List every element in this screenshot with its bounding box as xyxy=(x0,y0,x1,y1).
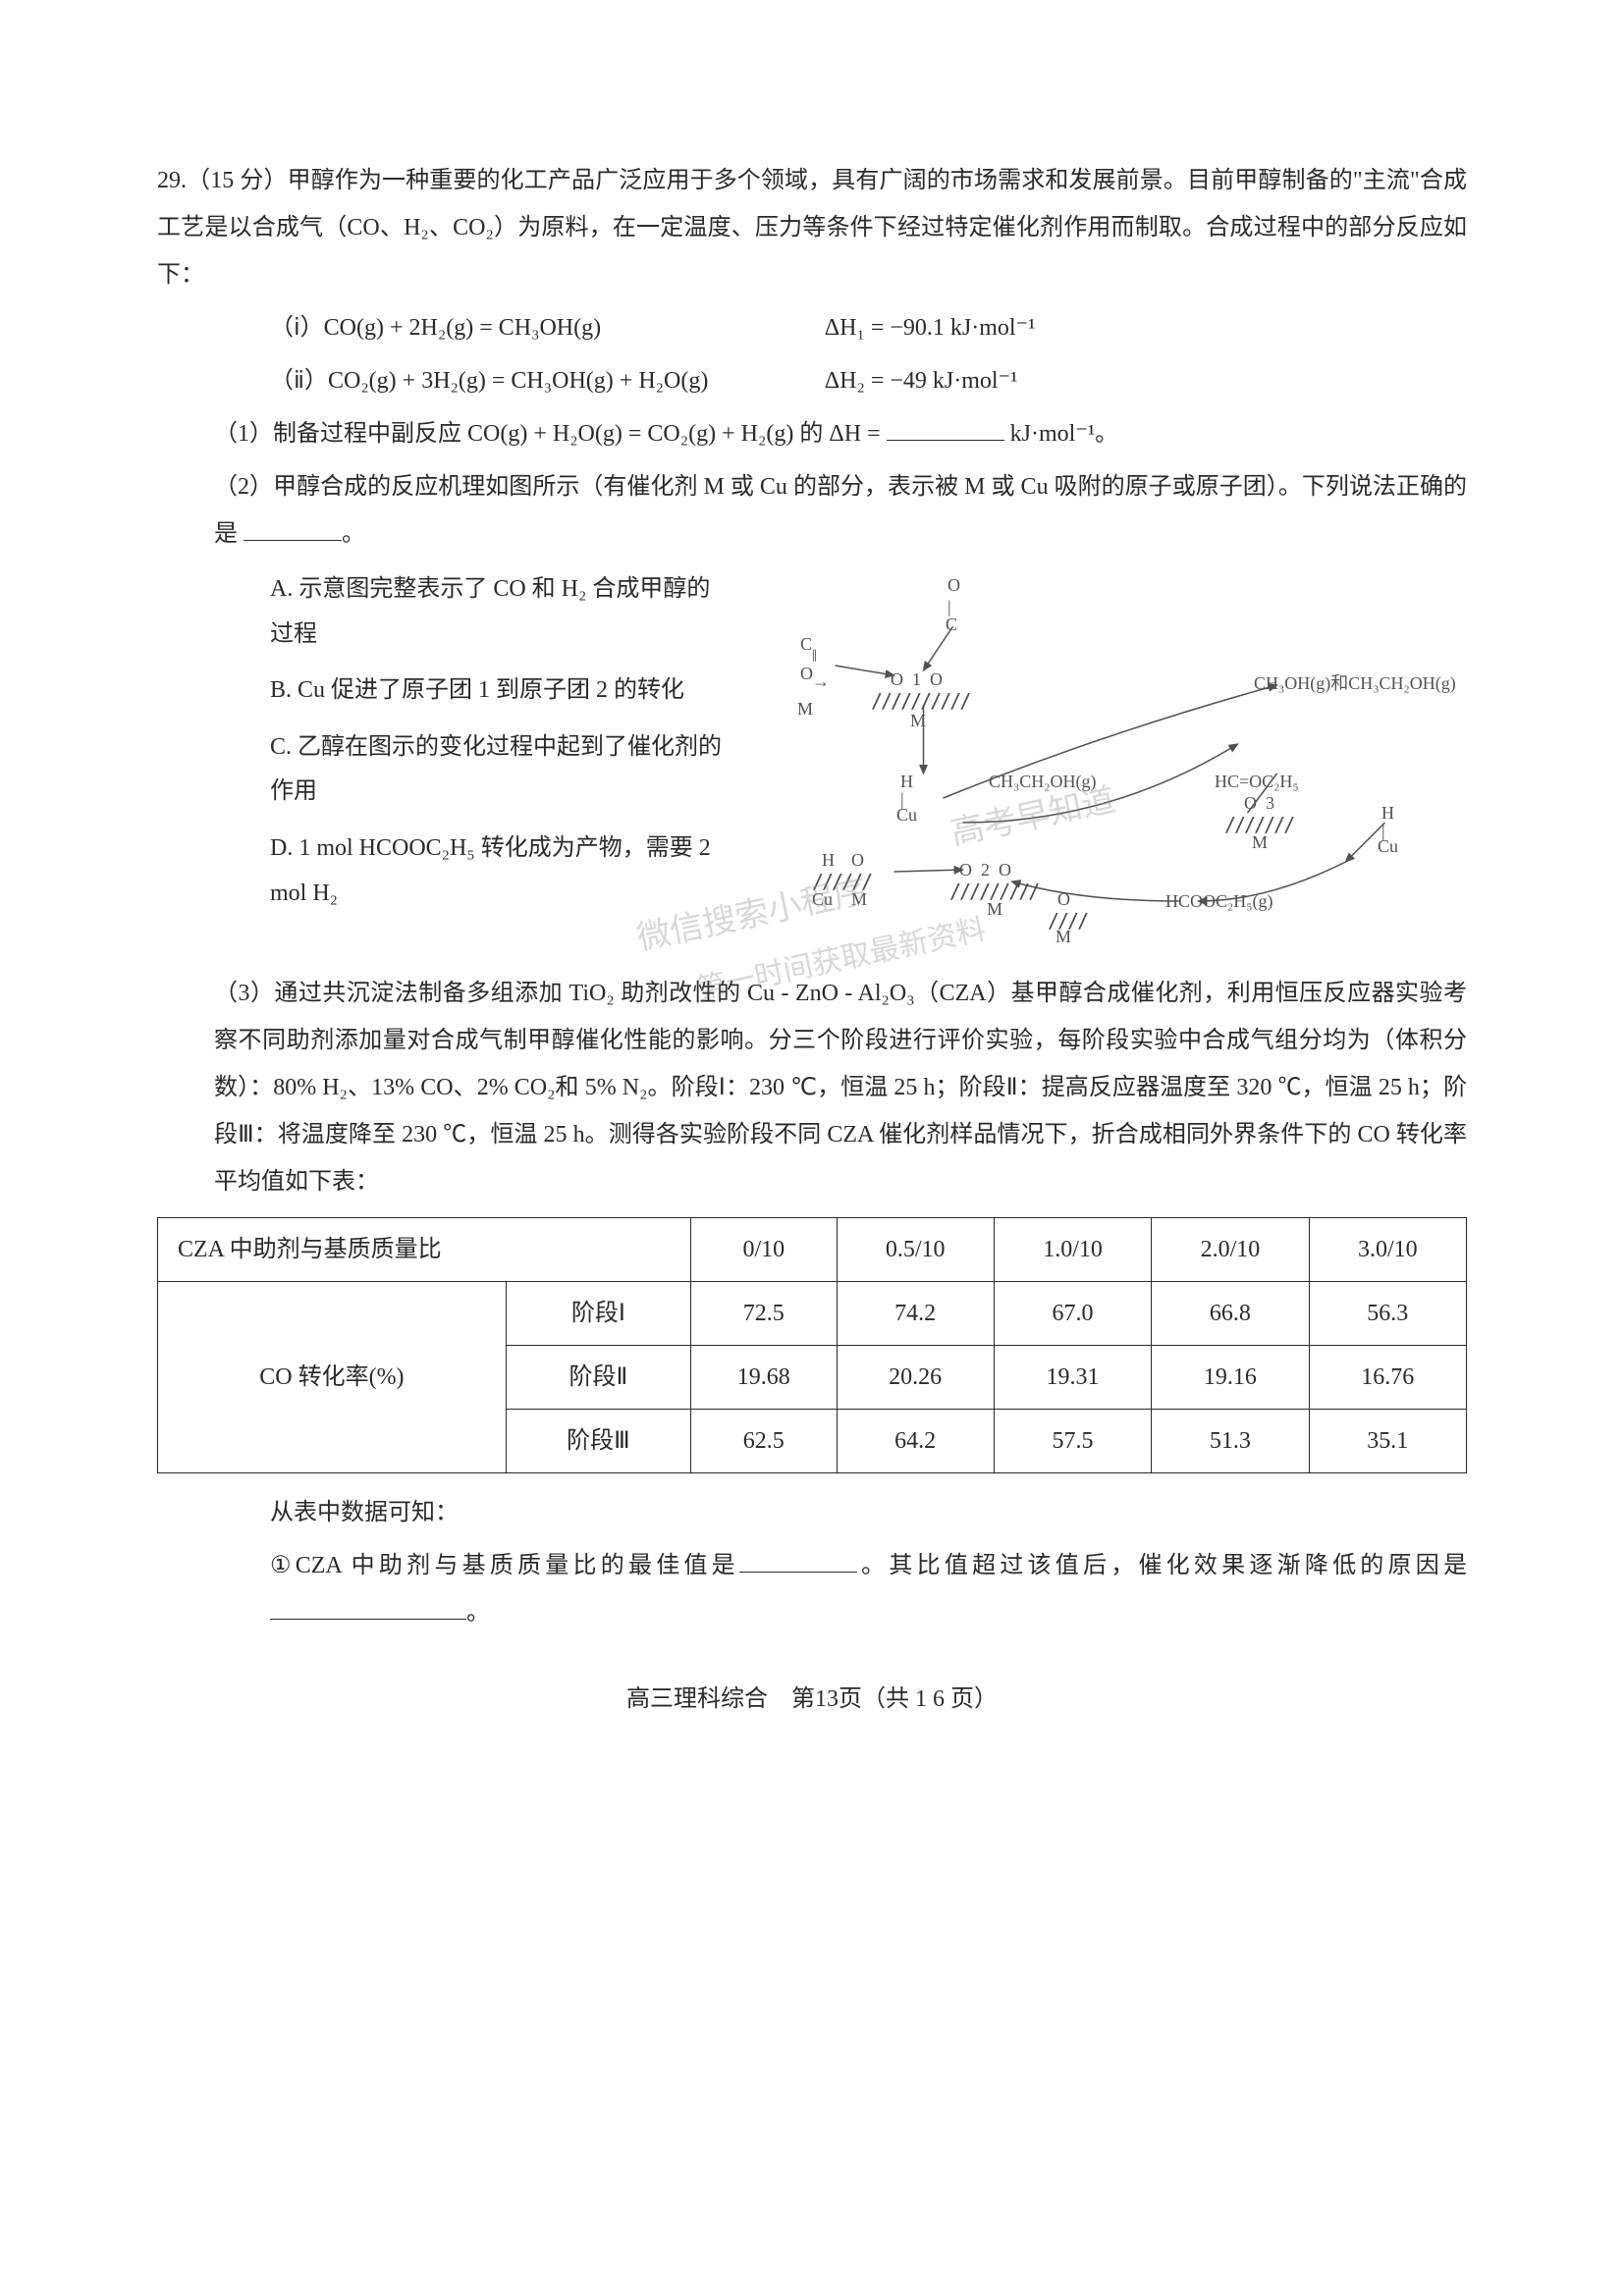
part-2: （2）甲醇合成的反应机理如图所示（有催化剂 M 或 Cu 的部分，表示被 M 或… xyxy=(157,463,1467,558)
option-d: D. 1 mol HCOOC₂H₅ 转化成为产物，需要 2 mol H₂ xyxy=(270,827,733,916)
question-intro: 甲醇作为一种重要的化工产品广泛应用于多个领域，具有广阔的市场需求和发展前景。目前… xyxy=(157,168,1467,288)
table-cell: 16.76 xyxy=(1309,1346,1466,1410)
options-and-diagram: A. 示意图完整表示了 CO 和 H₂ 合成甲醇的过程 B. Cu 促进了原子团… xyxy=(157,567,1467,960)
label-m: M xyxy=(1056,919,1071,954)
label-m: M xyxy=(987,891,1002,927)
table-cell: 64.2 xyxy=(837,1410,994,1473)
table-cell: 66.8 xyxy=(1152,1282,1309,1346)
part1-unit: kJ·mol⁻¹。 xyxy=(1004,421,1119,447)
table-cell: 72.5 xyxy=(691,1282,837,1346)
after-table-text: 从表中数据可知： xyxy=(157,1489,1467,1536)
label-m: M xyxy=(1252,825,1268,860)
table-cell: 阶段Ⅰ xyxy=(506,1282,690,1346)
label-cu: Cu xyxy=(812,881,833,917)
q3-1b: 。其比值超过该值后，催化效果逐渐降低的原因是 xyxy=(857,1553,1467,1578)
sub-question-1: ①CZA 中助剂与基质质量比的最佳值是 。其比值超过该值后，催化效果逐渐降低的原因… xyxy=(157,1542,1467,1636)
table-cell: 2.0/10 xyxy=(1152,1218,1309,1282)
options-column: A. 示意图完整表示了 CO 和 H₂ 合成甲醇的过程 B. Cu 促进了原子团… xyxy=(157,567,733,960)
page-footer: 高三理科综合 第13页（共 1 6 页） xyxy=(157,1676,1467,1723)
table-cell: 20.26 xyxy=(837,1346,994,1410)
table-cell: 67.0 xyxy=(994,1282,1151,1346)
option-b: B. Cu 促进了原子团 1 到原子团 2 的转化 xyxy=(270,668,733,714)
question-points: （15 分） xyxy=(187,168,288,193)
table-cell: 阶段Ⅲ xyxy=(506,1410,690,1473)
table-cell: 51.3 xyxy=(1152,1410,1309,1473)
blank-fill[interactable] xyxy=(887,415,1004,441)
table-cell: 56.3 xyxy=(1309,1282,1466,1346)
label-mol1: CH₃CH₂OH(g) xyxy=(989,764,1097,799)
label-m: M xyxy=(910,703,926,738)
delta-h1: ΔH₁ = −90.1 kJ·mol⁻¹ xyxy=(825,315,1036,341)
label-m: M xyxy=(797,691,813,726)
table-row: CZA 中助剂与基质质量比 0/10 0.5/10 1.0/10 2.0/10 … xyxy=(158,1218,1467,1282)
equation-i: （ⅰ）CO(g) + 2H₂(g) = CH₃OH(g) xyxy=(270,304,820,351)
table-cell: 19.68 xyxy=(691,1346,837,1410)
diagram-column: O | C C ‖ O → O 1 O ////////// M M H | C… xyxy=(753,567,1467,960)
table-cell: 0.5/10 xyxy=(837,1218,994,1282)
table-cell: 阶段Ⅱ xyxy=(506,1346,690,1410)
label-cu: Cu xyxy=(896,797,917,832)
question-block: 29.（15 分）甲醇作为一种重要的化工产品广泛应用于多个领域，具有广阔的市场需… xyxy=(157,157,1467,1723)
table-cell: 35.1 xyxy=(1309,1410,1466,1473)
table-cell: 62.5 xyxy=(691,1410,837,1473)
part2-text: （2）甲醇合成的反应机理如图所示（有催化剂 M 或 Cu 的部分，表示被 M 或… xyxy=(214,474,1467,547)
question-header: 29.（15 分）甲醇作为一种重要的化工产品广泛应用于多个领域，具有广阔的市场需… xyxy=(157,157,1467,298)
equation-ii-row: （ⅱ）CO₂(g) + 3H₂(g) = CH₃OH(g) + H₂O(g) Δ… xyxy=(157,357,1467,404)
table-cell: 1.0/10 xyxy=(994,1218,1151,1282)
blank-fill[interactable] xyxy=(244,515,342,541)
label-m: M xyxy=(851,881,867,917)
label-mol2: CH₃OH(g)和CH₃CH₂OH(g) xyxy=(1254,666,1456,701)
table-rowlabel: CO 转化率(%) xyxy=(158,1282,507,1473)
option-c: C. 乙醇在图示的变化过程中起到了催化剂的作用 xyxy=(270,725,733,815)
table-cell: 0/10 xyxy=(691,1218,837,1282)
q3-1a: ①CZA 中助剂与基质质量比的最佳值是 xyxy=(270,1553,739,1578)
label-c: C xyxy=(946,607,957,642)
table-row: CO 转化率(%) 阶段Ⅰ 72.5 74.2 67.0 66.8 56.3 xyxy=(158,1282,1467,1346)
part1-text: （1）制备过程中副反应 CO(g) + H₂O(g) = CO₂(g) + H₂… xyxy=(214,421,887,447)
data-table: CZA 中助剂与基质质量比 0/10 0.5/10 1.0/10 2.0/10 … xyxy=(157,1217,1467,1473)
table-cell: 74.2 xyxy=(837,1282,994,1346)
question-number: 29. xyxy=(157,168,187,193)
table-cell: 19.16 xyxy=(1152,1346,1309,1410)
option-a: A. 示意图完整表示了 CO 和 H₂ 合成甲醇的过程 xyxy=(270,567,733,657)
table-cell: 19.31 xyxy=(994,1346,1151,1410)
part-1: （1）制备过程中副反应 CO(g) + H₂O(g) = CO₂(g) + H₂… xyxy=(157,410,1467,457)
table-cell: 3.0/10 xyxy=(1309,1218,1466,1282)
table-cell: 57.5 xyxy=(994,1410,1151,1473)
blank-fill[interactable] xyxy=(270,1594,466,1620)
reaction-diagram: O | C C ‖ O → O 1 O ////////// M M H | C… xyxy=(753,567,1467,960)
label-mol4: HCOOC₂H₅(g) xyxy=(1165,883,1273,919)
blank-fill[interactable] xyxy=(739,1547,857,1573)
label-cu: Cu xyxy=(1378,828,1398,864)
table-header-cell: CZA 中助剂与基质质量比 xyxy=(158,1218,691,1282)
delta-h2: ΔH₂ = −49 kJ·mol⁻¹ xyxy=(825,368,1018,394)
equation-i-row: （ⅰ）CO(g) + 2H₂(g) = CH₃OH(g) ΔH₁ = −90.1… xyxy=(157,304,1467,351)
equation-ii: （ⅱ）CO₂(g) + 3H₂(g) = CH₃OH(g) + H₂O(g) xyxy=(270,357,820,404)
q3-1c: 。 xyxy=(466,1600,490,1626)
part-3: （3）通过共沉淀法制备多组添加 TiO₂ 助剂改性的 Cu - ZnO - Al… xyxy=(157,970,1467,1205)
